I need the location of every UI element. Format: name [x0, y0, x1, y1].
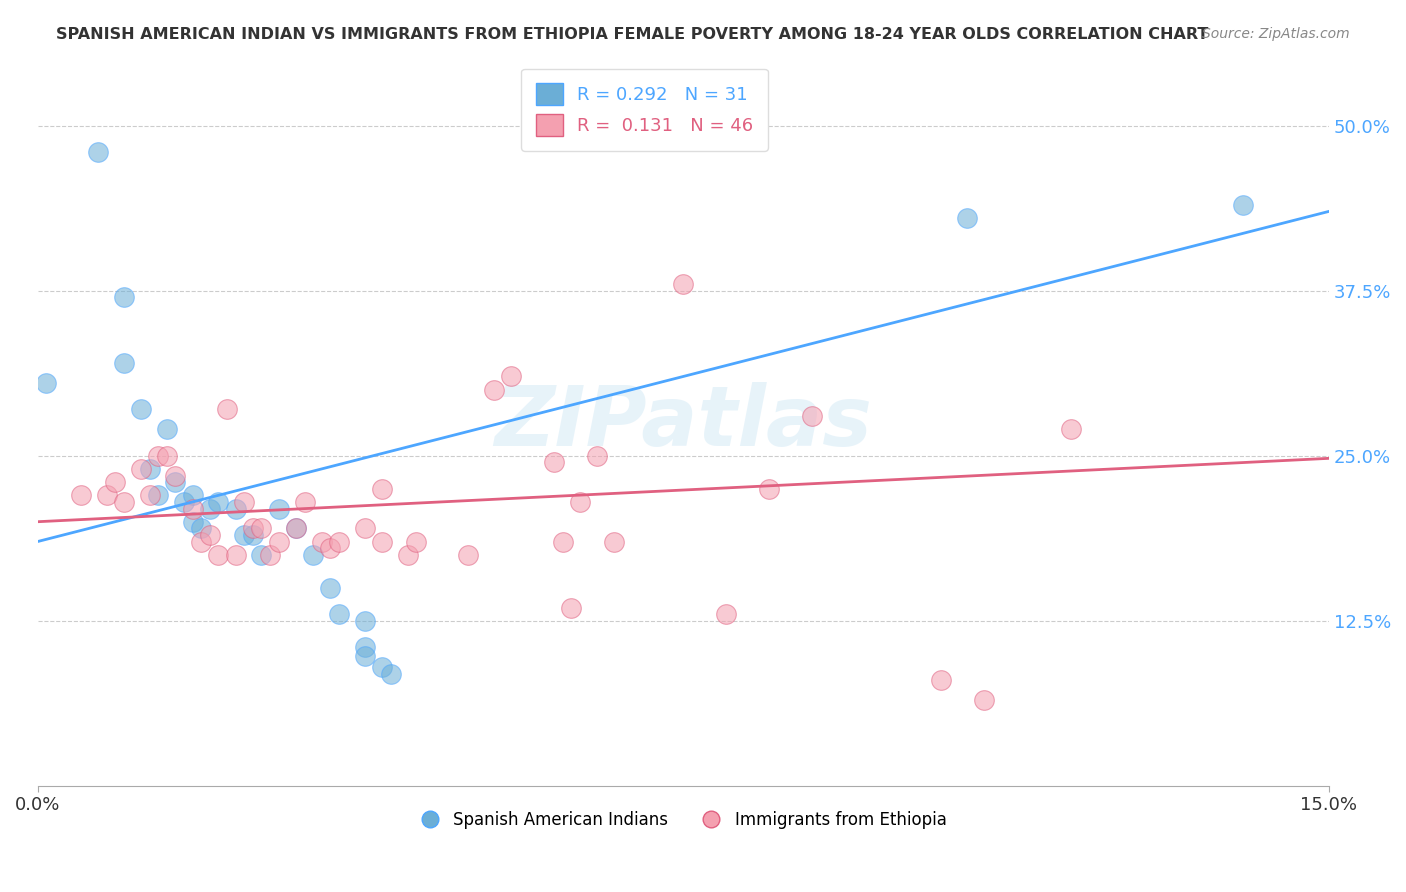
Point	[156, 422, 179, 436]
Point	[181, 501, 204, 516]
Point	[233, 528, 256, 542]
Point	[215, 402, 238, 417]
Point	[801, 409, 824, 423]
Point	[568, 495, 591, 509]
Point	[353, 521, 375, 535]
Point	[190, 534, 212, 549]
Point	[353, 640, 375, 655]
Point	[586, 449, 609, 463]
Point	[165, 475, 187, 489]
Point	[173, 495, 195, 509]
Point	[225, 501, 247, 516]
Point	[138, 488, 160, 502]
Point	[250, 521, 273, 535]
Point	[353, 649, 375, 664]
Point	[267, 534, 290, 549]
Point	[181, 515, 204, 529]
Point	[319, 581, 342, 595]
Point	[87, 145, 110, 159]
Point	[242, 528, 264, 542]
Point	[396, 548, 419, 562]
Point	[165, 468, 187, 483]
Point	[284, 521, 307, 535]
Point	[371, 482, 394, 496]
Point	[267, 501, 290, 516]
Point	[242, 521, 264, 535]
Legend: Spanish American Indians, Immigrants from Ethiopia: Spanish American Indians, Immigrants fro…	[413, 805, 953, 836]
Point	[207, 548, 229, 562]
Point	[225, 548, 247, 562]
Point	[672, 277, 695, 291]
Point	[353, 614, 375, 628]
Point	[35, 376, 58, 390]
Text: ZIPatlas: ZIPatlas	[495, 382, 872, 463]
Point	[96, 488, 118, 502]
Point	[198, 528, 221, 542]
Point	[543, 455, 565, 469]
Point	[129, 402, 152, 417]
Point	[931, 673, 953, 688]
Point	[551, 534, 574, 549]
Point	[181, 488, 204, 502]
Point	[1059, 422, 1081, 436]
Point	[319, 541, 342, 555]
Point	[129, 462, 152, 476]
Point	[560, 600, 582, 615]
Point	[138, 462, 160, 476]
Point	[973, 693, 995, 707]
Point	[405, 534, 427, 549]
Point	[112, 495, 135, 509]
Text: SPANISH AMERICAN INDIAN VS IMMIGRANTS FROM ETHIOPIA FEMALE POVERTY AMONG 18-24 Y: SPANISH AMERICAN INDIAN VS IMMIGRANTS FR…	[56, 27, 1209, 42]
Text: Source: ZipAtlas.com: Source: ZipAtlas.com	[1202, 27, 1350, 41]
Point	[148, 449, 170, 463]
Point	[758, 482, 780, 496]
Point	[482, 383, 505, 397]
Point	[328, 534, 350, 549]
Point	[112, 356, 135, 370]
Point	[371, 534, 394, 549]
Point	[148, 488, 170, 502]
Point	[457, 548, 479, 562]
Point	[207, 495, 229, 509]
Point	[380, 666, 402, 681]
Point	[501, 369, 523, 384]
Point	[104, 475, 127, 489]
Point	[259, 548, 281, 562]
Point	[956, 211, 979, 225]
Point	[156, 449, 179, 463]
Point	[250, 548, 273, 562]
Point	[284, 521, 307, 535]
Point	[311, 534, 333, 549]
Point	[371, 660, 394, 674]
Point	[112, 290, 135, 304]
Point	[190, 521, 212, 535]
Point	[603, 534, 626, 549]
Point	[198, 501, 221, 516]
Point	[69, 488, 91, 502]
Point	[716, 607, 738, 622]
Point	[1232, 198, 1254, 212]
Point	[294, 495, 316, 509]
Point	[328, 607, 350, 622]
Point	[233, 495, 256, 509]
Point	[302, 548, 325, 562]
